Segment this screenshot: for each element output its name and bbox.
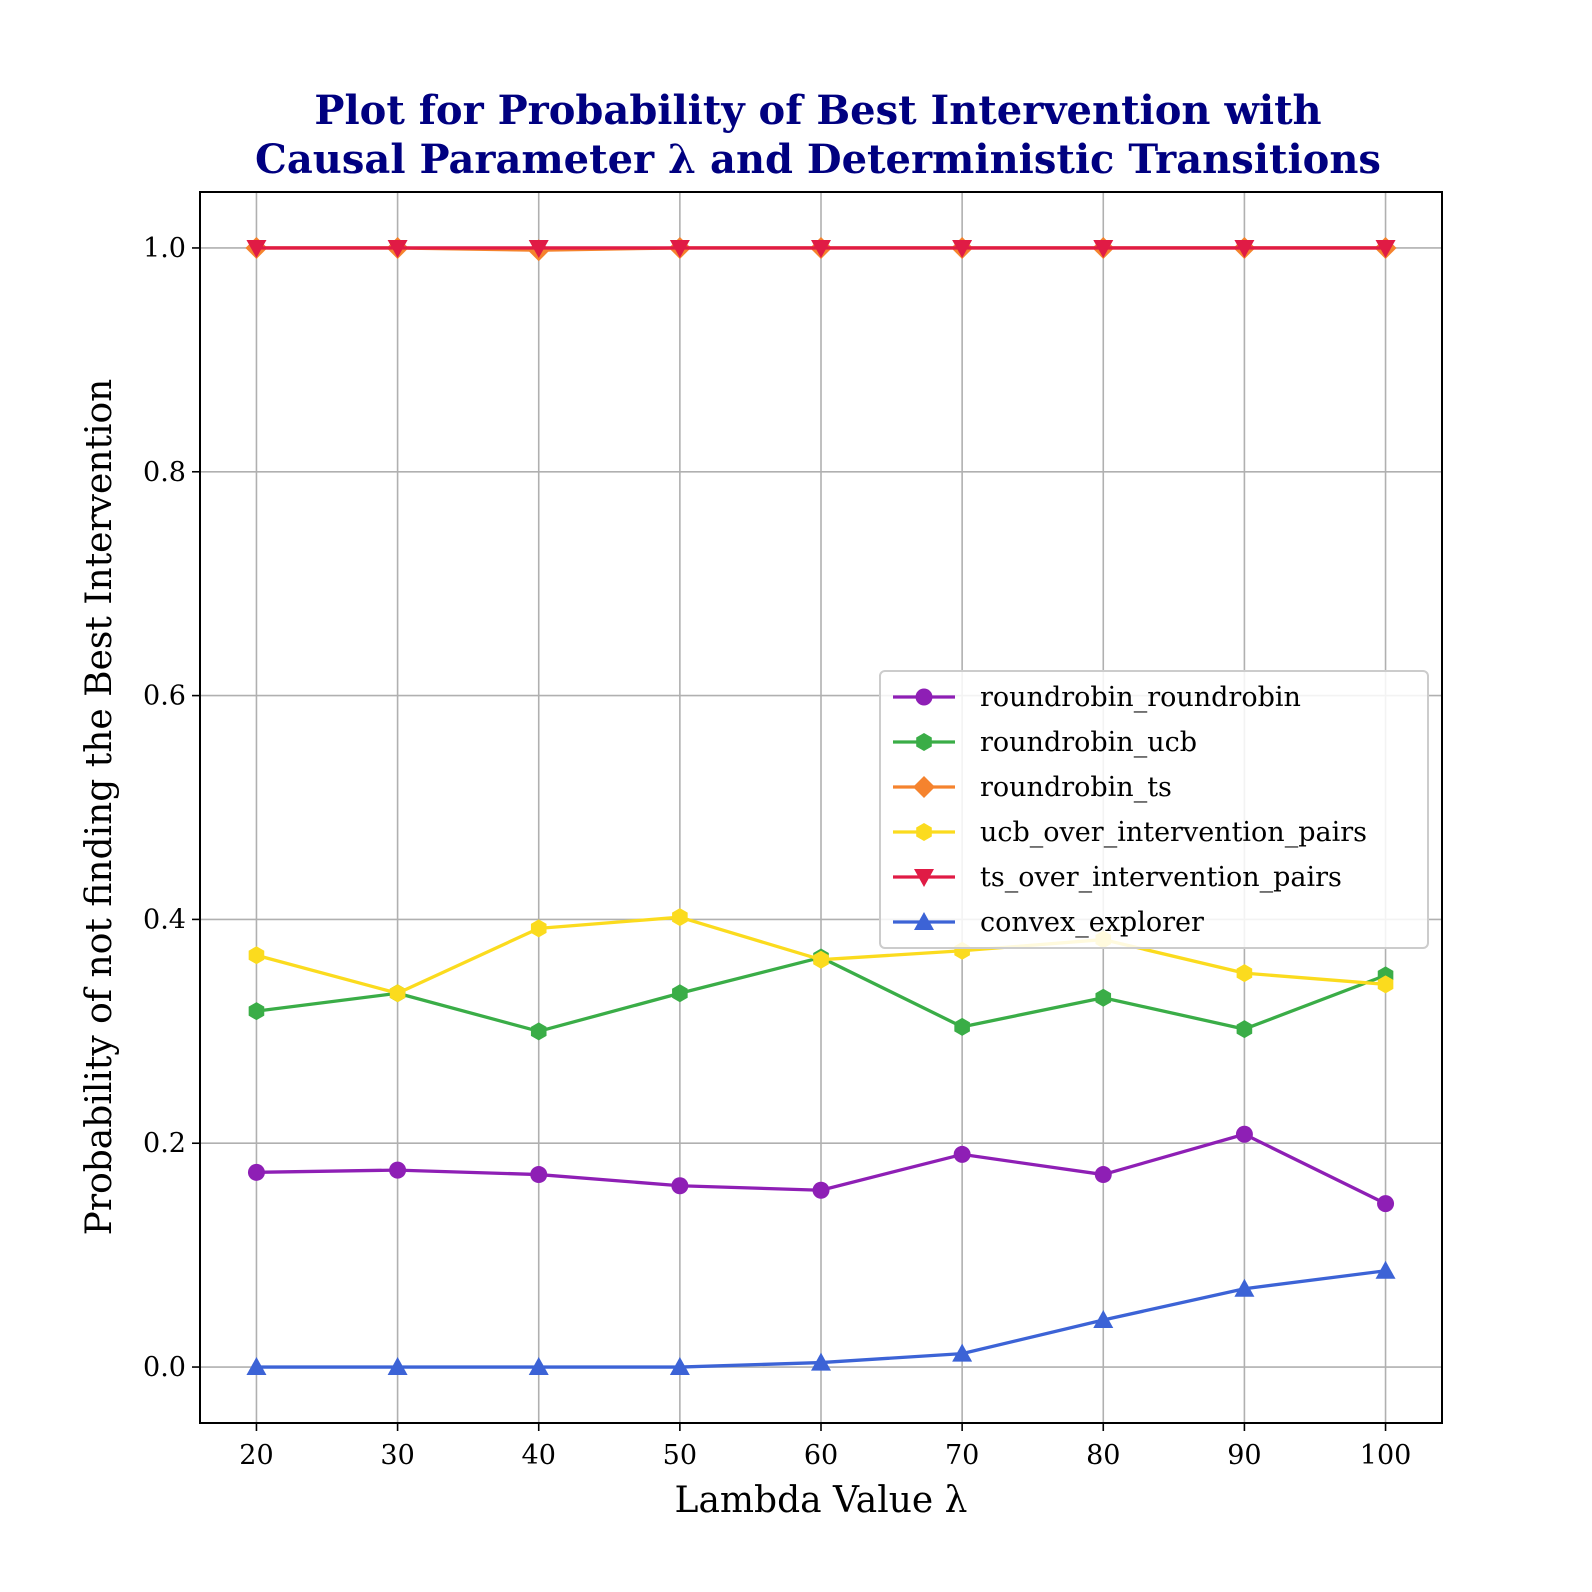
data-point-convex_explorer [811, 1352, 831, 1371]
data-point-roundrobin_roundrobin [1235, 1125, 1253, 1143]
data-point-roundrobin_roundrobin [530, 1166, 548, 1184]
legend-label: ucb_over_intervention_pairs [980, 817, 1367, 848]
data-point-roundrobin_roundrobin [953, 1145, 971, 1163]
y-tick-label: 0.6 [143, 681, 186, 712]
data-point-ucb_over_intervention_pairs [672, 908, 688, 927]
legend-item-roundrobin_ucb: roundrobin_ucb [893, 727, 1197, 758]
data-point-ts_over_intervention_pairs [1234, 239, 1255, 258]
legend-item-ts_over_intervention_pairs: ts_over_intervention_pairs [893, 862, 1342, 893]
data-point-ts_over_intervention_pairs [952, 239, 973, 258]
legend-swatch-marker [916, 733, 932, 751]
data-point-ts_over_intervention_pairs [387, 239, 408, 258]
x-tick-label: 20 [239, 1440, 273, 1471]
x-tick-label: 90 [1227, 1440, 1261, 1471]
data-point-roundrobin_roundrobin [671, 1177, 689, 1195]
data-point-roundrobin_ucb [954, 1017, 970, 1036]
series-layer [245, 236, 1397, 1376]
x-tick-label: 80 [1086, 1440, 1120, 1471]
data-point-convex_explorer [669, 1357, 690, 1376]
legend-item-convex_explorer: convex_explorer [893, 907, 1204, 938]
data-point-convex_explorer [387, 1357, 408, 1376]
data-point-ts_over_intervention_pairs [1093, 239, 1114, 258]
legend-item-roundrobin_roundrobin: roundrobin_roundrobin [893, 682, 1301, 713]
data-point-ts_over_intervention_pairs [1375, 239, 1396, 258]
legend: roundrobin_roundrobin roundrobin_ucbround… [879, 670, 1429, 949]
data-point-roundrobin_ucb [530, 1022, 547, 1041]
legend-swatch-marker [914, 869, 934, 887]
data-point-roundrobin_ucb [248, 1002, 265, 1021]
data-point-ucb_over_intervention_pairs [248, 946, 265, 965]
data-point-convex_explorer [1093, 1310, 1114, 1329]
legend-swatch-marker [914, 912, 934, 930]
y-tick-label: 0.0 [143, 1352, 186, 1383]
data-point-ts_over_intervention_pairs [669, 239, 690, 258]
series-ucb_over_intervention_pairs [248, 908, 1394, 1003]
chart-title-line-1: Plot for Probability of Best Interventio… [314, 87, 1321, 134]
data-point-convex_explorer [1234, 1278, 1255, 1297]
x-tick-label: 70 [945, 1440, 979, 1471]
y-tick-label: 1.0 [143, 233, 186, 264]
data-point-ucb_over_intervention_pairs [389, 984, 406, 1003]
data-point-convex_explorer [1375, 1260, 1396, 1279]
legend-swatch-marker [915, 688, 933, 706]
legend-label: convex_explorer [980, 907, 1204, 938]
data-point-roundrobin_roundrobin [389, 1161, 407, 1179]
series-convex_explorer [246, 1260, 1396, 1376]
data-point-roundrobin_roundrobin [1094, 1166, 1112, 1184]
y-tick-label: 0.2 [143, 1128, 186, 1159]
data-point-ucb_over_intervention_pairs [1377, 975, 1394, 994]
data-point-ucb_over_intervention_pairs [1236, 964, 1253, 983]
x-tick-label: 50 [663, 1440, 697, 1471]
legend-swatch-marker [913, 776, 935, 798]
data-point-roundrobin_ucb [1236, 1020, 1253, 1039]
legend-frame [879, 670, 1429, 949]
data-point-roundrobin_ucb [672, 984, 688, 1003]
x-tick-label: 30 [380, 1440, 414, 1471]
data-point-roundrobin_roundrobin [247, 1163, 265, 1181]
data-point-roundrobin_roundrobin [812, 1181, 830, 1199]
y-axis-label: Probability of not finding the Best Inte… [79, 379, 120, 1236]
legend-label: roundrobin_ts [980, 772, 1172, 803]
data-point-roundrobin_roundrobin [1377, 1195, 1395, 1213]
x-tick-label: 60 [804, 1440, 838, 1471]
y-tick-label: 0.8 [143, 457, 186, 488]
series-roundrobin_roundrobin [247, 1125, 1395, 1213]
data-point-convex_explorer [246, 1357, 267, 1376]
series-ts_over_intervention_pairs [246, 239, 1396, 258]
legend-label: roundrobin_ucb [980, 727, 1197, 758]
data-point-ts_over_intervention_pairs [528, 239, 549, 258]
x-axis-label: Lambda Value λ [675, 1480, 968, 1521]
legend-label: ts_over_intervention_pairs [980, 862, 1342, 893]
data-point-ts_over_intervention_pairs [246, 239, 267, 258]
x-tick-label: 40 [522, 1440, 556, 1471]
data-point-ucb_over_intervention_pairs [813, 950, 829, 969]
data-point-roundrobin_ucb [1095, 988, 1112, 1007]
data-point-ts_over_intervention_pairs [811, 239, 831, 258]
data-point-convex_explorer [952, 1343, 973, 1362]
legend-swatch-marker [916, 823, 932, 841]
x-tick-label: 100 [1360, 1440, 1412, 1471]
y-tick-label: 0.4 [143, 904, 186, 935]
x-axis-ticks: 20 30 40 50 60 70 80 90 100 [239, 1423, 1411, 1471]
data-point-ucb_over_intervention_pairs [530, 919, 547, 938]
legend-label: roundrobin_roundrobin [980, 682, 1301, 713]
chart-title-line-2: Causal Parameter λ and Deterministic Tra… [255, 136, 1381, 183]
chart-title: Plot for Probability of Best Interventio… [255, 87, 1381, 183]
legend-item-ucb_over_intervention_pairs: ucb_over_intervention_pairs [893, 817, 1367, 848]
y-axis-ticks: 0.0 0.2 0.4 0.6 0.8 1.0 [143, 233, 200, 1383]
legend-item-roundrobin_ts: roundrobin_ts [893, 772, 1172, 803]
data-point-convex_explorer [528, 1357, 549, 1376]
